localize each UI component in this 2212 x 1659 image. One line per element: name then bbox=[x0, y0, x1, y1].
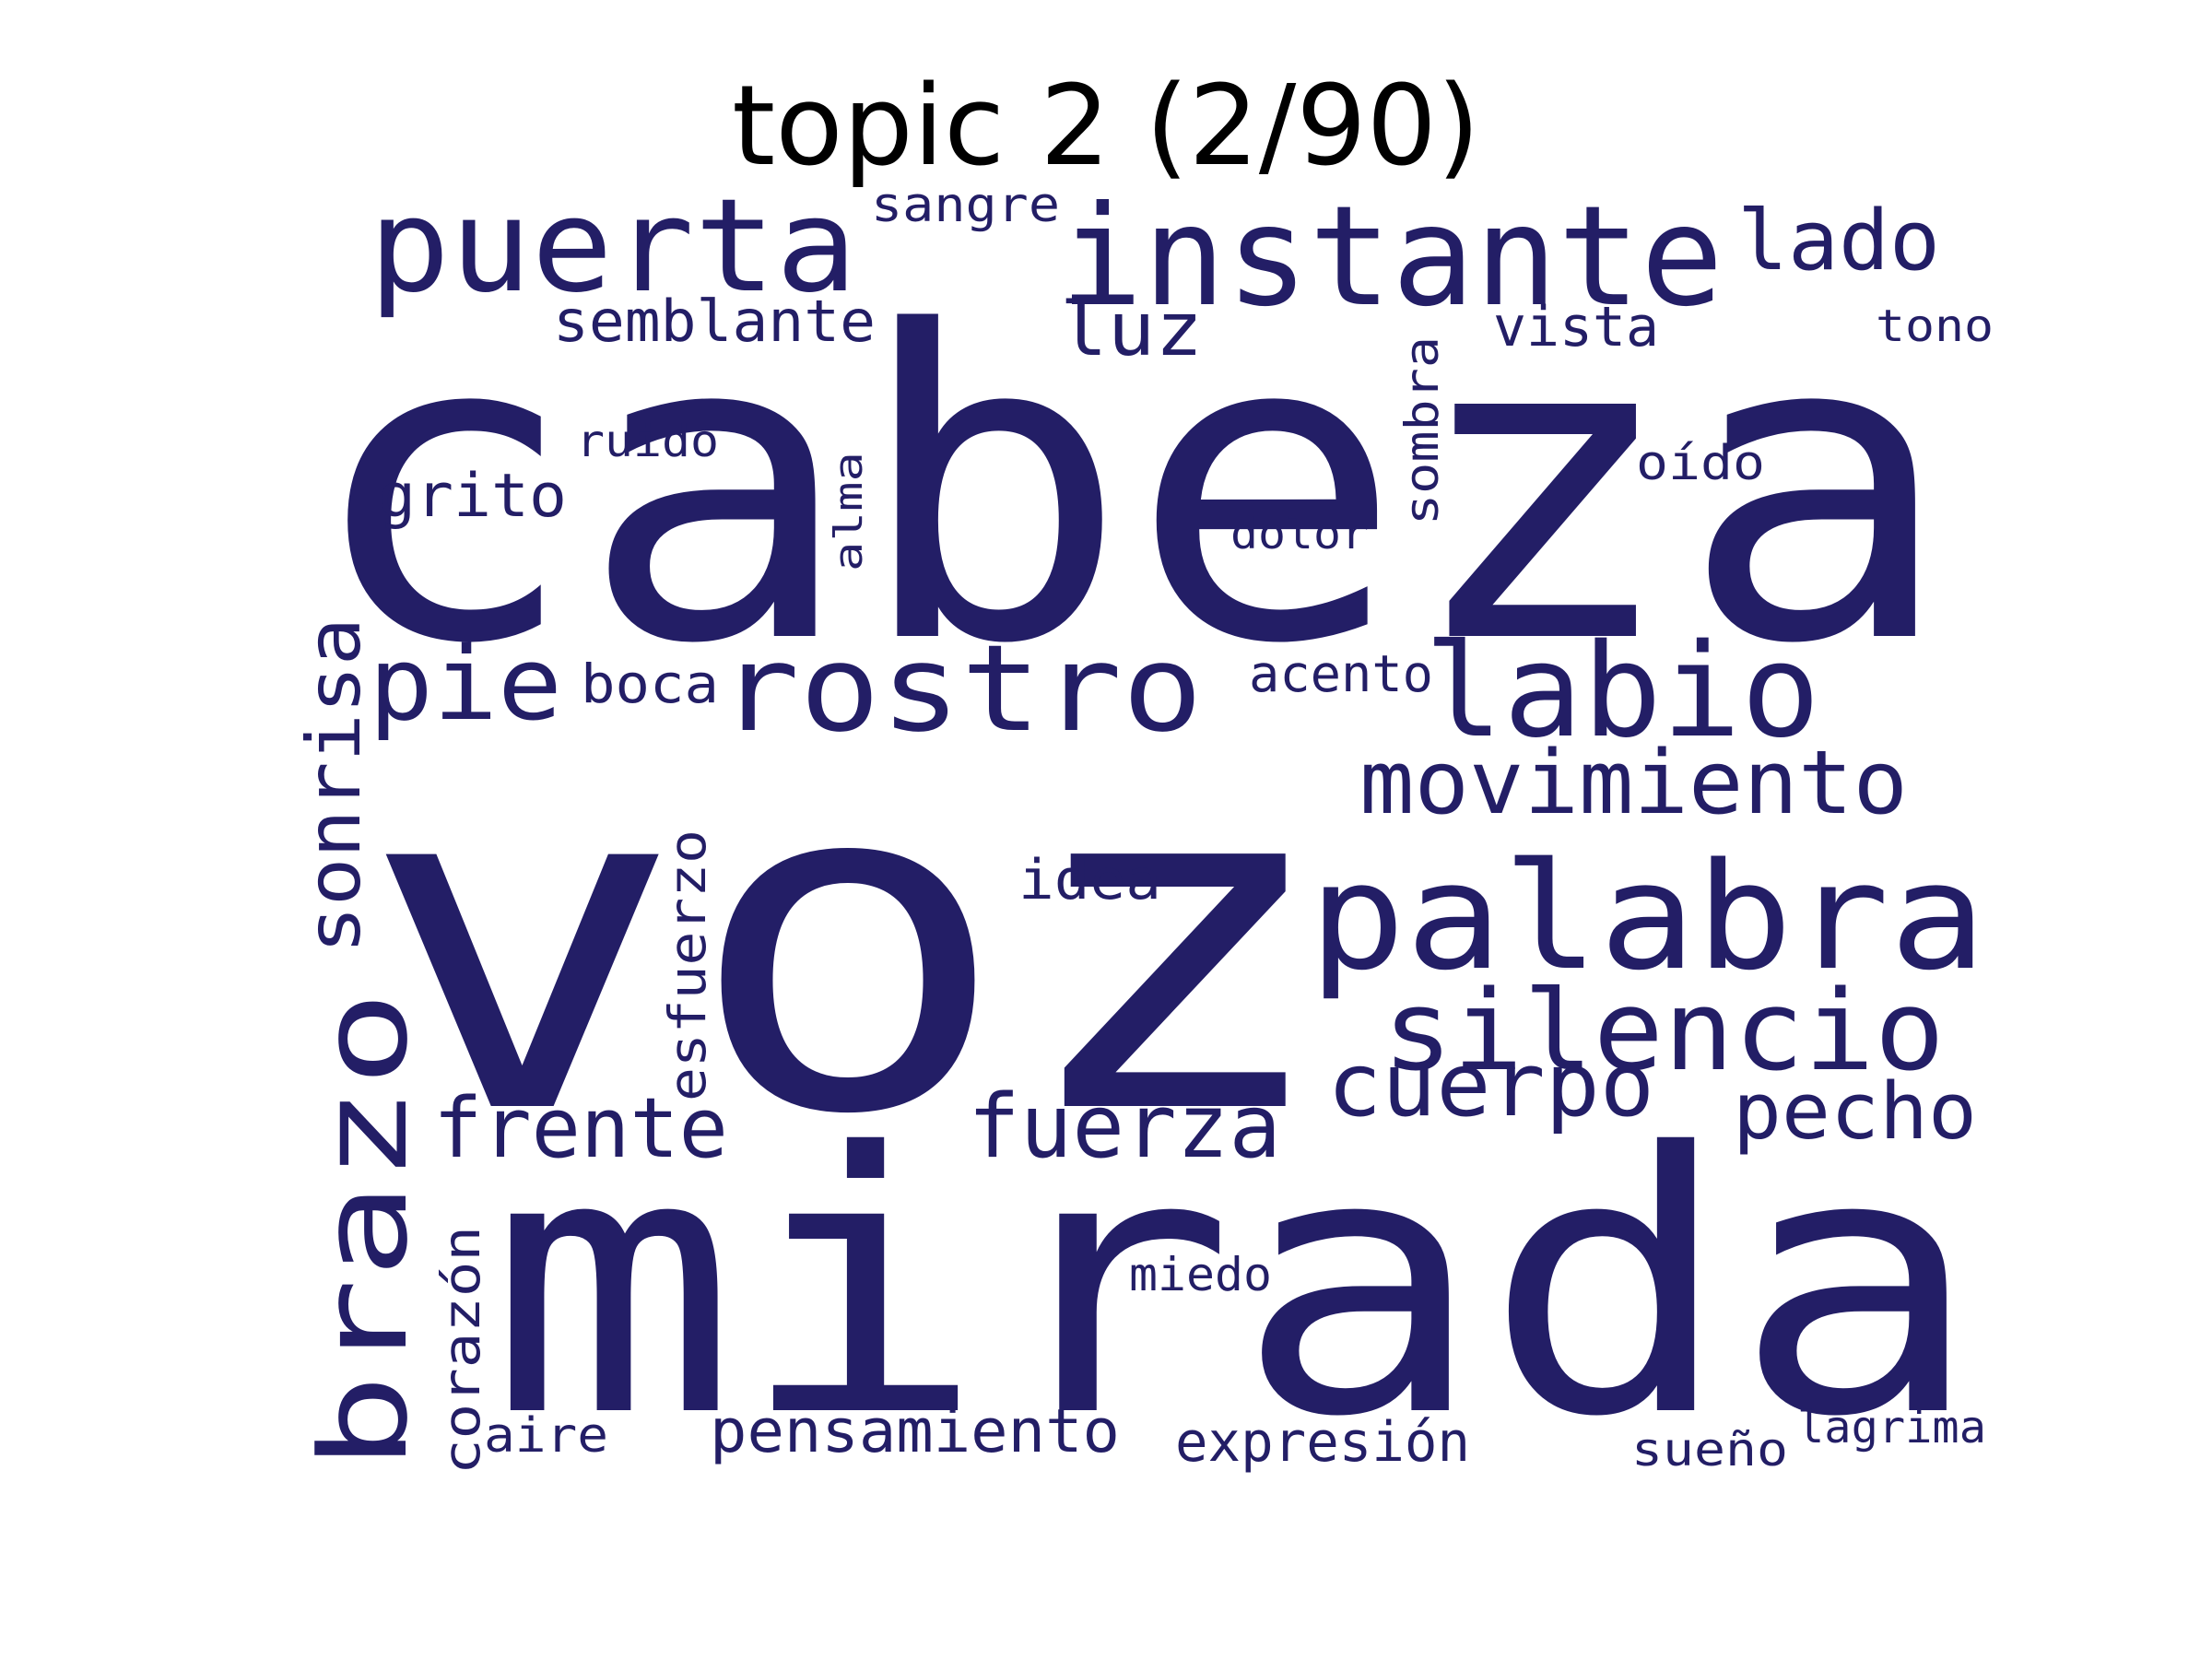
word-fuerza: fuerza bbox=[968, 1077, 1281, 1178]
word-acento: acento bbox=[1249, 644, 1433, 703]
word-semblante: semblante bbox=[553, 288, 876, 355]
word-pie: pie bbox=[369, 625, 562, 743]
word-dolor: dolor bbox=[1230, 509, 1369, 559]
word-luz: luz bbox=[1060, 287, 1203, 372]
word-lagrima: lágrima bbox=[1797, 1402, 1986, 1453]
word-cabeza: cabeza bbox=[304, 243, 1954, 736]
word-alma: alma bbox=[826, 452, 871, 571]
word-miedo: miedo bbox=[1129, 1248, 1272, 1301]
word-corazon: corazón bbox=[432, 1226, 491, 1475]
word-puerta: puerta bbox=[369, 171, 857, 322]
word-sangre: sangre bbox=[871, 178, 1060, 233]
word-brazo: brazo bbox=[294, 991, 434, 1470]
word-pensamiento: pensamiento bbox=[710, 1397, 1120, 1466]
word-sueno: sueño bbox=[1631, 1423, 1788, 1477]
word-palabra: palabra bbox=[1309, 830, 1986, 1003]
word-lado: lado bbox=[1737, 193, 1940, 289]
word-pecho: pecho bbox=[1733, 1066, 1977, 1158]
word-labio: labio bbox=[1424, 617, 1820, 767]
word-rostro: rostro bbox=[719, 618, 1203, 759]
word-expresion: expresión bbox=[1175, 1410, 1470, 1475]
word-ruido: ruido bbox=[576, 416, 719, 467]
word-boca: boca bbox=[581, 653, 719, 715]
word-esfuerzo: esfuerzo bbox=[658, 830, 717, 1101]
chart-title: topic 2 (2/90) bbox=[732, 63, 1480, 191]
word-aire: aire bbox=[484, 1408, 608, 1464]
word-oido: oído bbox=[1636, 436, 1765, 491]
word-voz: voz bbox=[359, 678, 1336, 1215]
word-vista: vista bbox=[1493, 295, 1659, 359]
word-instante: instante bbox=[1060, 177, 1724, 337]
word-sonrisa: sonrisa bbox=[291, 618, 377, 954]
word-frente: frente bbox=[433, 1080, 728, 1177]
word-movimiento: movimiento bbox=[1359, 733, 1908, 834]
word-idea: idea bbox=[1018, 848, 1161, 912]
word-cuerpo: cuerpo bbox=[1327, 1035, 1654, 1136]
word-grito: grito bbox=[378, 462, 567, 531]
word-tono: tono bbox=[1876, 300, 1994, 352]
word-sombra: sombra bbox=[1395, 336, 1449, 525]
word-silencio: silencio bbox=[1382, 968, 1945, 1096]
word-mirada: mirada bbox=[488, 1077, 1982, 1495]
